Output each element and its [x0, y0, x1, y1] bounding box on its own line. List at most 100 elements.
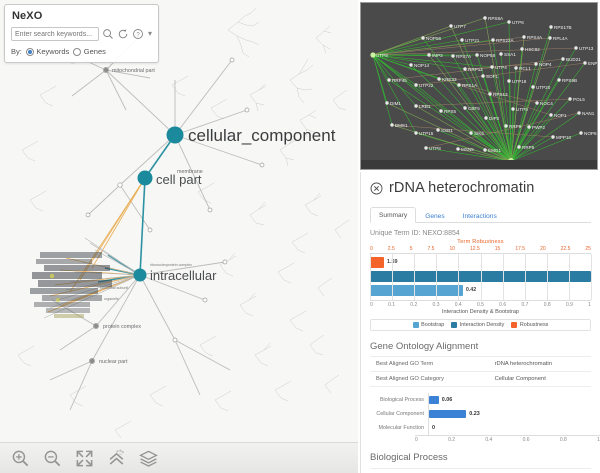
close-circle-icon[interactable]: [370, 182, 383, 195]
network-node-lrb1[interactable]: [414, 104, 418, 108]
chevron-down-icon[interactable]: ▾: [147, 29, 152, 38]
network-node-utp18[interactable]: [507, 79, 511, 83]
term-detail-pane[interactable]: rDNA heterochromatin Summary Genes Inter…: [360, 172, 600, 473]
network-node-rps5[interactable]: [439, 109, 443, 113]
ontology-tree-pane[interactable]: cellular_component cell part intracellul…: [0, 0, 358, 473]
network-node-nop4[interactable]: [534, 62, 538, 66]
network-node-utp20[interactable]: [531, 85, 535, 89]
network-node-utp4[interactable]: [490, 65, 494, 69]
network-node-ssa1[interactable]: [499, 52, 503, 56]
network-node-rrp45[interactable]: [387, 78, 391, 82]
network-node-cbf5[interactable]: [463, 106, 467, 110]
gene-network-canvas[interactable]: UTP9 NOP56 UTP7 RPS8A UTP6 RPS17B UTP21 RPS22A R…: [361, 3, 598, 170]
network-node-bud21[interactable]: [561, 57, 565, 61]
network-node-dim1[interactable]: [385, 101, 389, 105]
network-node-utp13[interactable]: [574, 46, 578, 50]
network-node-rps9b[interactable]: [557, 78, 561, 82]
tab-summary[interactable]: Summary: [370, 207, 417, 223]
network-gene-label: UTP7: [454, 24, 466, 29]
network-node-utp9[interactable]: [370, 52, 376, 58]
network-node-pwp2[interactable]: [527, 125, 531, 129]
robustness-chart-title: Term Robustness: [457, 239, 504, 245]
radio-keywords[interactable]: Keywords: [25, 47, 69, 56]
network-node-sik6[interactable]: [469, 131, 473, 135]
network-gene-label: PWP2: [532, 125, 545, 130]
network-node-utp5[interactable]: [511, 107, 515, 111]
zoom-in-icon[interactable]: [11, 449, 30, 468]
fit-to-screen-icon[interactable]: [75, 449, 94, 468]
app-title: NeXO: [12, 10, 43, 22]
network-node-nop6[interactable]: [579, 131, 583, 135]
collapse-all-icon[interactable]: [107, 449, 126, 468]
gene-network-pane[interactable]: UTP9 NOP56 UTP7 RPS8A UTP6 RPS17B UTP21 RPS22A R…: [360, 2, 598, 170]
ontology-tree-canvas[interactable]: cellular_component cell part intracellul…: [0, 0, 358, 473]
network-node-noc4[interactable]: [535, 101, 539, 105]
network-gene-label: RPS22A: [496, 38, 515, 43]
detail-tabs[interactable]: Summary Genes Interactions: [370, 206, 591, 223]
network-node-rps8a[interactable]: [483, 16, 487, 20]
search-input[interactable]: [11, 27, 99, 41]
radio-genes-label: Genes: [83, 47, 106, 56]
network-node-mpp10[interactable]: [551, 135, 555, 139]
network-node-rrp12[interactable]: [463, 67, 467, 71]
help-icon[interactable]: ?: [132, 28, 144, 40]
search-panel[interactable]: NeXO ? ▾ By:: [4, 4, 159, 63]
network-node-kre33[interactable]: [437, 77, 441, 81]
network-node-pol5[interactable]: [568, 97, 572, 101]
network-node-dip2[interactable]: [484, 116, 488, 120]
network-node-utp21[interactable]: [460, 38, 464, 42]
network-node-nan1[interactable]: [577, 111, 581, 115]
network-node-ssb1[interactable]: [436, 128, 440, 132]
network-node-rcl1[interactable]: [514, 66, 518, 70]
tree-toolbar[interactable]: [0, 442, 358, 473]
page-title: rDNA heterochromatin: [389, 180, 535, 196]
gridline: [568, 254, 570, 300]
network-node-sof1[interactable]: [481, 74, 485, 78]
node-intracellular[interactable]: [133, 268, 147, 282]
network-node-utp6[interactable]: [507, 20, 511, 24]
reset-icon[interactable]: [117, 28, 129, 40]
network-gene-label: POL5: [573, 97, 585, 102]
tab-interactions[interactable]: Interactions: [462, 213, 497, 220]
network-node-rpl4a[interactable]: [548, 36, 552, 40]
network-node-hsc82[interactable]: [520, 47, 524, 51]
network-node-rps7a[interactable]: [451, 54, 455, 58]
network-gene-label: UTP5: [516, 107, 528, 112]
network-node-nop14[interactable]: [409, 63, 413, 67]
axis-tick: 0.4: [454, 302, 462, 308]
layers-icon[interactable]: [139, 449, 158, 468]
node-cellular-component[interactable]: [166, 126, 184, 144]
network-node-rps13[interactable]: [488, 92, 492, 96]
network-gene-label: UTP21: [465, 38, 480, 43]
network-node-nop1[interactable]: [549, 113, 553, 117]
network-node-enp1[interactable]: [583, 61, 587, 65]
network-node-imp3[interactable]: [427, 53, 431, 57]
network-node-utp22[interactable]: [414, 83, 418, 87]
network-node-rps17b[interactable]: [549, 25, 553, 29]
tree-label-nuclear-part: nuclear part: [99, 359, 128, 365]
network-node-nop58[interactable]: [475, 53, 479, 57]
network-node-bms1[interactable]: [390, 123, 394, 127]
network-node-msn5[interactable]: [456, 147, 460, 151]
network-node-rps4a[interactable]: [522, 35, 526, 39]
gridline: [370, 254, 371, 300]
axis-tick: 0: [370, 302, 373, 308]
network-node-utp7[interactable]: [449, 24, 453, 28]
network-node-rps1a[interactable]: [457, 83, 461, 87]
radio-genes[interactable]: Genes: [73, 47, 106, 56]
go-bar-value: 0.23: [469, 411, 480, 417]
network-node-utp15[interactable]: [414, 131, 418, 135]
network-node-nop56[interactable]: [421, 36, 425, 40]
network-node-emg1[interactable]: [483, 148, 487, 152]
zoom-out-icon[interactable]: [43, 449, 62, 468]
network-node-rrp9[interactable]: [504, 124, 508, 128]
search-icon[interactable]: [102, 28, 114, 40]
network-node-utp8[interactable]: [424, 146, 428, 150]
go-bar-label: Cellular Component: [376, 411, 424, 417]
node-cell-part[interactable]: [137, 170, 153, 186]
network-gene-label: IMP3: [432, 53, 443, 58]
network-node-rps22a[interactable]: [491, 38, 495, 42]
tab-genes[interactable]: Genes: [425, 213, 445, 220]
network-node-rrp5[interactable]: [517, 145, 521, 149]
network-gene-label: RPS1A: [462, 83, 478, 88]
